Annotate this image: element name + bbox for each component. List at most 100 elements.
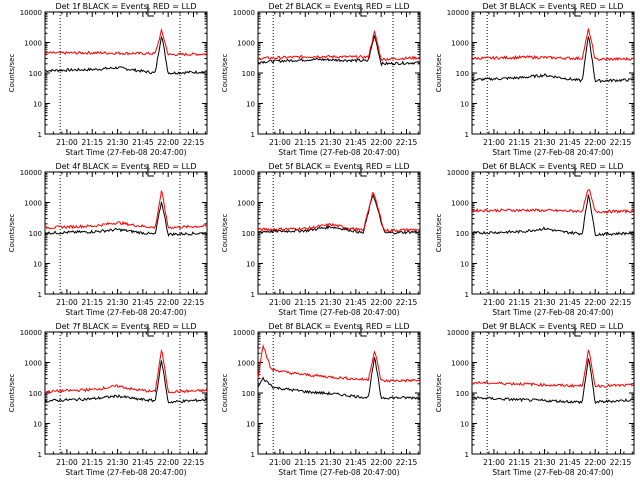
- x-axis-label: Start Time (27-Feb-08 20:47:00): [65, 468, 186, 477]
- y-tick-label: 10: [33, 421, 42, 429]
- y-tick-label: 1: [465, 291, 469, 299]
- x-tick-label: 21:30: [107, 458, 129, 467]
- x-tick-label: 22:00: [370, 458, 392, 467]
- x-tick-label: 21:15: [508, 138, 530, 147]
- flare-marker: [360, 4, 367, 17]
- detector-panel-8: Det 8f BLACK = Events, RED = LLD 1 10 100 10…: [221, 322, 421, 477]
- y-tick-label: 10000: [20, 169, 42, 177]
- x-axis-label: Start Time (27-Feb-08 20:47:00): [65, 148, 186, 157]
- lld-series-line: [257, 29, 421, 62]
- x-tick-label: 22:15: [183, 298, 205, 307]
- flare-marker: [147, 4, 154, 17]
- x-tick-label: 21:45: [559, 138, 581, 147]
- y-tick-label: 100: [29, 70, 42, 78]
- detector-panel-7: Det 7f BLACK = Events, RED = LLD 1 10 100 10…: [8, 322, 208, 477]
- x-tick-label: 21:15: [508, 298, 530, 307]
- y-tick-label: 10: [246, 261, 255, 269]
- y-tick-label: 1000: [237, 40, 255, 48]
- detector-panel-4: Det 4f BLACK = Events, RED = LLD 1 10 100 10…: [8, 162, 208, 317]
- y-axis-label: Counts/sec: [221, 214, 229, 253]
- flare-marker: [147, 324, 154, 337]
- y-axis-label: Counts/sec: [8, 374, 16, 413]
- plot-frame: [471, 331, 635, 455]
- y-tick-label: 1000: [451, 40, 469, 48]
- panel-title: Det 1f BLACK = Events, RED = LLD: [55, 2, 196, 11]
- y-tick-label: 1000: [451, 200, 469, 208]
- x-tick-label: 21:30: [534, 138, 556, 147]
- y-tick-label: 100: [242, 70, 255, 78]
- x-tick-label: 21:45: [132, 138, 154, 147]
- y-tick-label: 1: [465, 131, 469, 139]
- y-tick-label: 10000: [447, 169, 469, 177]
- x-tick-label: 21:45: [132, 458, 154, 467]
- x-tick-label: 21:45: [345, 458, 367, 467]
- y-axis-label: Counts/sec: [8, 54, 16, 93]
- y-tick-label: 1: [465, 451, 469, 459]
- y-tick-label: 1: [251, 291, 255, 299]
- x-tick-label: 21:45: [345, 298, 367, 307]
- detector-panel-3: Det 3f BLACK = Events, RED = LLD 1 10 100 10…: [435, 2, 635, 157]
- detector-panel-1: Det 1f BLACK = Events, RED = LLD 1 10 100 10…: [8, 2, 208, 157]
- y-tick-label: 10000: [233, 9, 255, 17]
- panel-title: Det 6f BLACK = Events, RED = LLD: [482, 162, 623, 171]
- x-tick-label: 21:00: [483, 298, 505, 307]
- lld-series-line: [44, 348, 208, 394]
- x-tick-label: 22:15: [183, 138, 205, 147]
- x-tick-label: 21:15: [294, 138, 316, 147]
- y-tick-label: 1000: [237, 200, 255, 208]
- y-tick-label: 10000: [233, 329, 255, 337]
- x-axis-label: Start Time (27-Feb-08 20:47:00): [492, 468, 613, 477]
- y-tick-label: 10: [246, 421, 255, 429]
- x-tick-label: 21:15: [81, 138, 103, 147]
- plot-frame: [44, 331, 208, 455]
- events-series-line: [471, 358, 635, 405]
- x-tick-label: 22:00: [584, 458, 606, 467]
- y-axis-label: Counts/sec: [8, 214, 16, 253]
- y-tick-label: 10000: [233, 169, 255, 177]
- y-tick-label: 1000: [24, 360, 42, 368]
- x-tick-label: 21:45: [559, 458, 581, 467]
- events-series-line: [257, 193, 421, 235]
- y-tick-label: 10: [246, 101, 255, 109]
- y-tick-label: 1: [38, 291, 42, 299]
- flare-marker: [360, 324, 367, 337]
- y-tick-label: 1: [251, 131, 255, 139]
- y-tick-label: 100: [29, 230, 42, 238]
- y-axis-label: Counts/sec: [221, 374, 229, 413]
- panel-title: Det 8f BLACK = Events, RED = LLD: [268, 322, 409, 331]
- flare-marker: [574, 4, 581, 17]
- y-tick-label: 10000: [20, 329, 42, 337]
- events-series-line: [44, 360, 208, 404]
- x-tick-label: 21:45: [345, 138, 367, 147]
- y-tick-label: 100: [456, 230, 469, 238]
- y-tick-label: 10: [460, 261, 469, 269]
- x-tick-label: 21:15: [294, 298, 316, 307]
- y-axis-label: Counts/sec: [435, 54, 443, 93]
- lld-series-line: [257, 192, 421, 233]
- x-tick-label: 22:00: [370, 298, 392, 307]
- x-tick-label: 21:30: [534, 298, 556, 307]
- y-tick-label: 100: [456, 70, 469, 78]
- y-tick-label: 10: [460, 421, 469, 429]
- y-tick-label: 100: [29, 390, 42, 398]
- x-tick-label: 21:00: [56, 298, 78, 307]
- plot-frame: [257, 11, 421, 135]
- panel-title: Det 4f BLACK = Events, RED = LLD: [55, 162, 196, 171]
- plot-frame: [471, 11, 635, 135]
- detector-panel-6: Det 6f BLACK = Events, RED = LLD 1 10 100 10…: [435, 162, 635, 317]
- y-tick-label: 10: [33, 101, 42, 109]
- x-tick-label: 22:15: [396, 138, 418, 147]
- lld-series-line: [472, 28, 635, 62]
- y-tick-label: 1: [38, 451, 42, 459]
- x-tick-label: 22:00: [584, 138, 606, 147]
- y-tick-label: 10000: [20, 9, 42, 17]
- x-tick-label: 21:00: [269, 298, 291, 307]
- y-axis-label: Counts/sec: [435, 214, 443, 253]
- y-axis-label: Counts/sec: [435, 374, 443, 413]
- x-tick-label: 21:00: [56, 138, 78, 147]
- flare-marker: [574, 164, 581, 177]
- plot-frame: [44, 171, 208, 295]
- x-tick-label: 21:30: [107, 298, 129, 307]
- x-tick-label: 21:15: [294, 458, 316, 467]
- y-tick-label: 1000: [24, 40, 42, 48]
